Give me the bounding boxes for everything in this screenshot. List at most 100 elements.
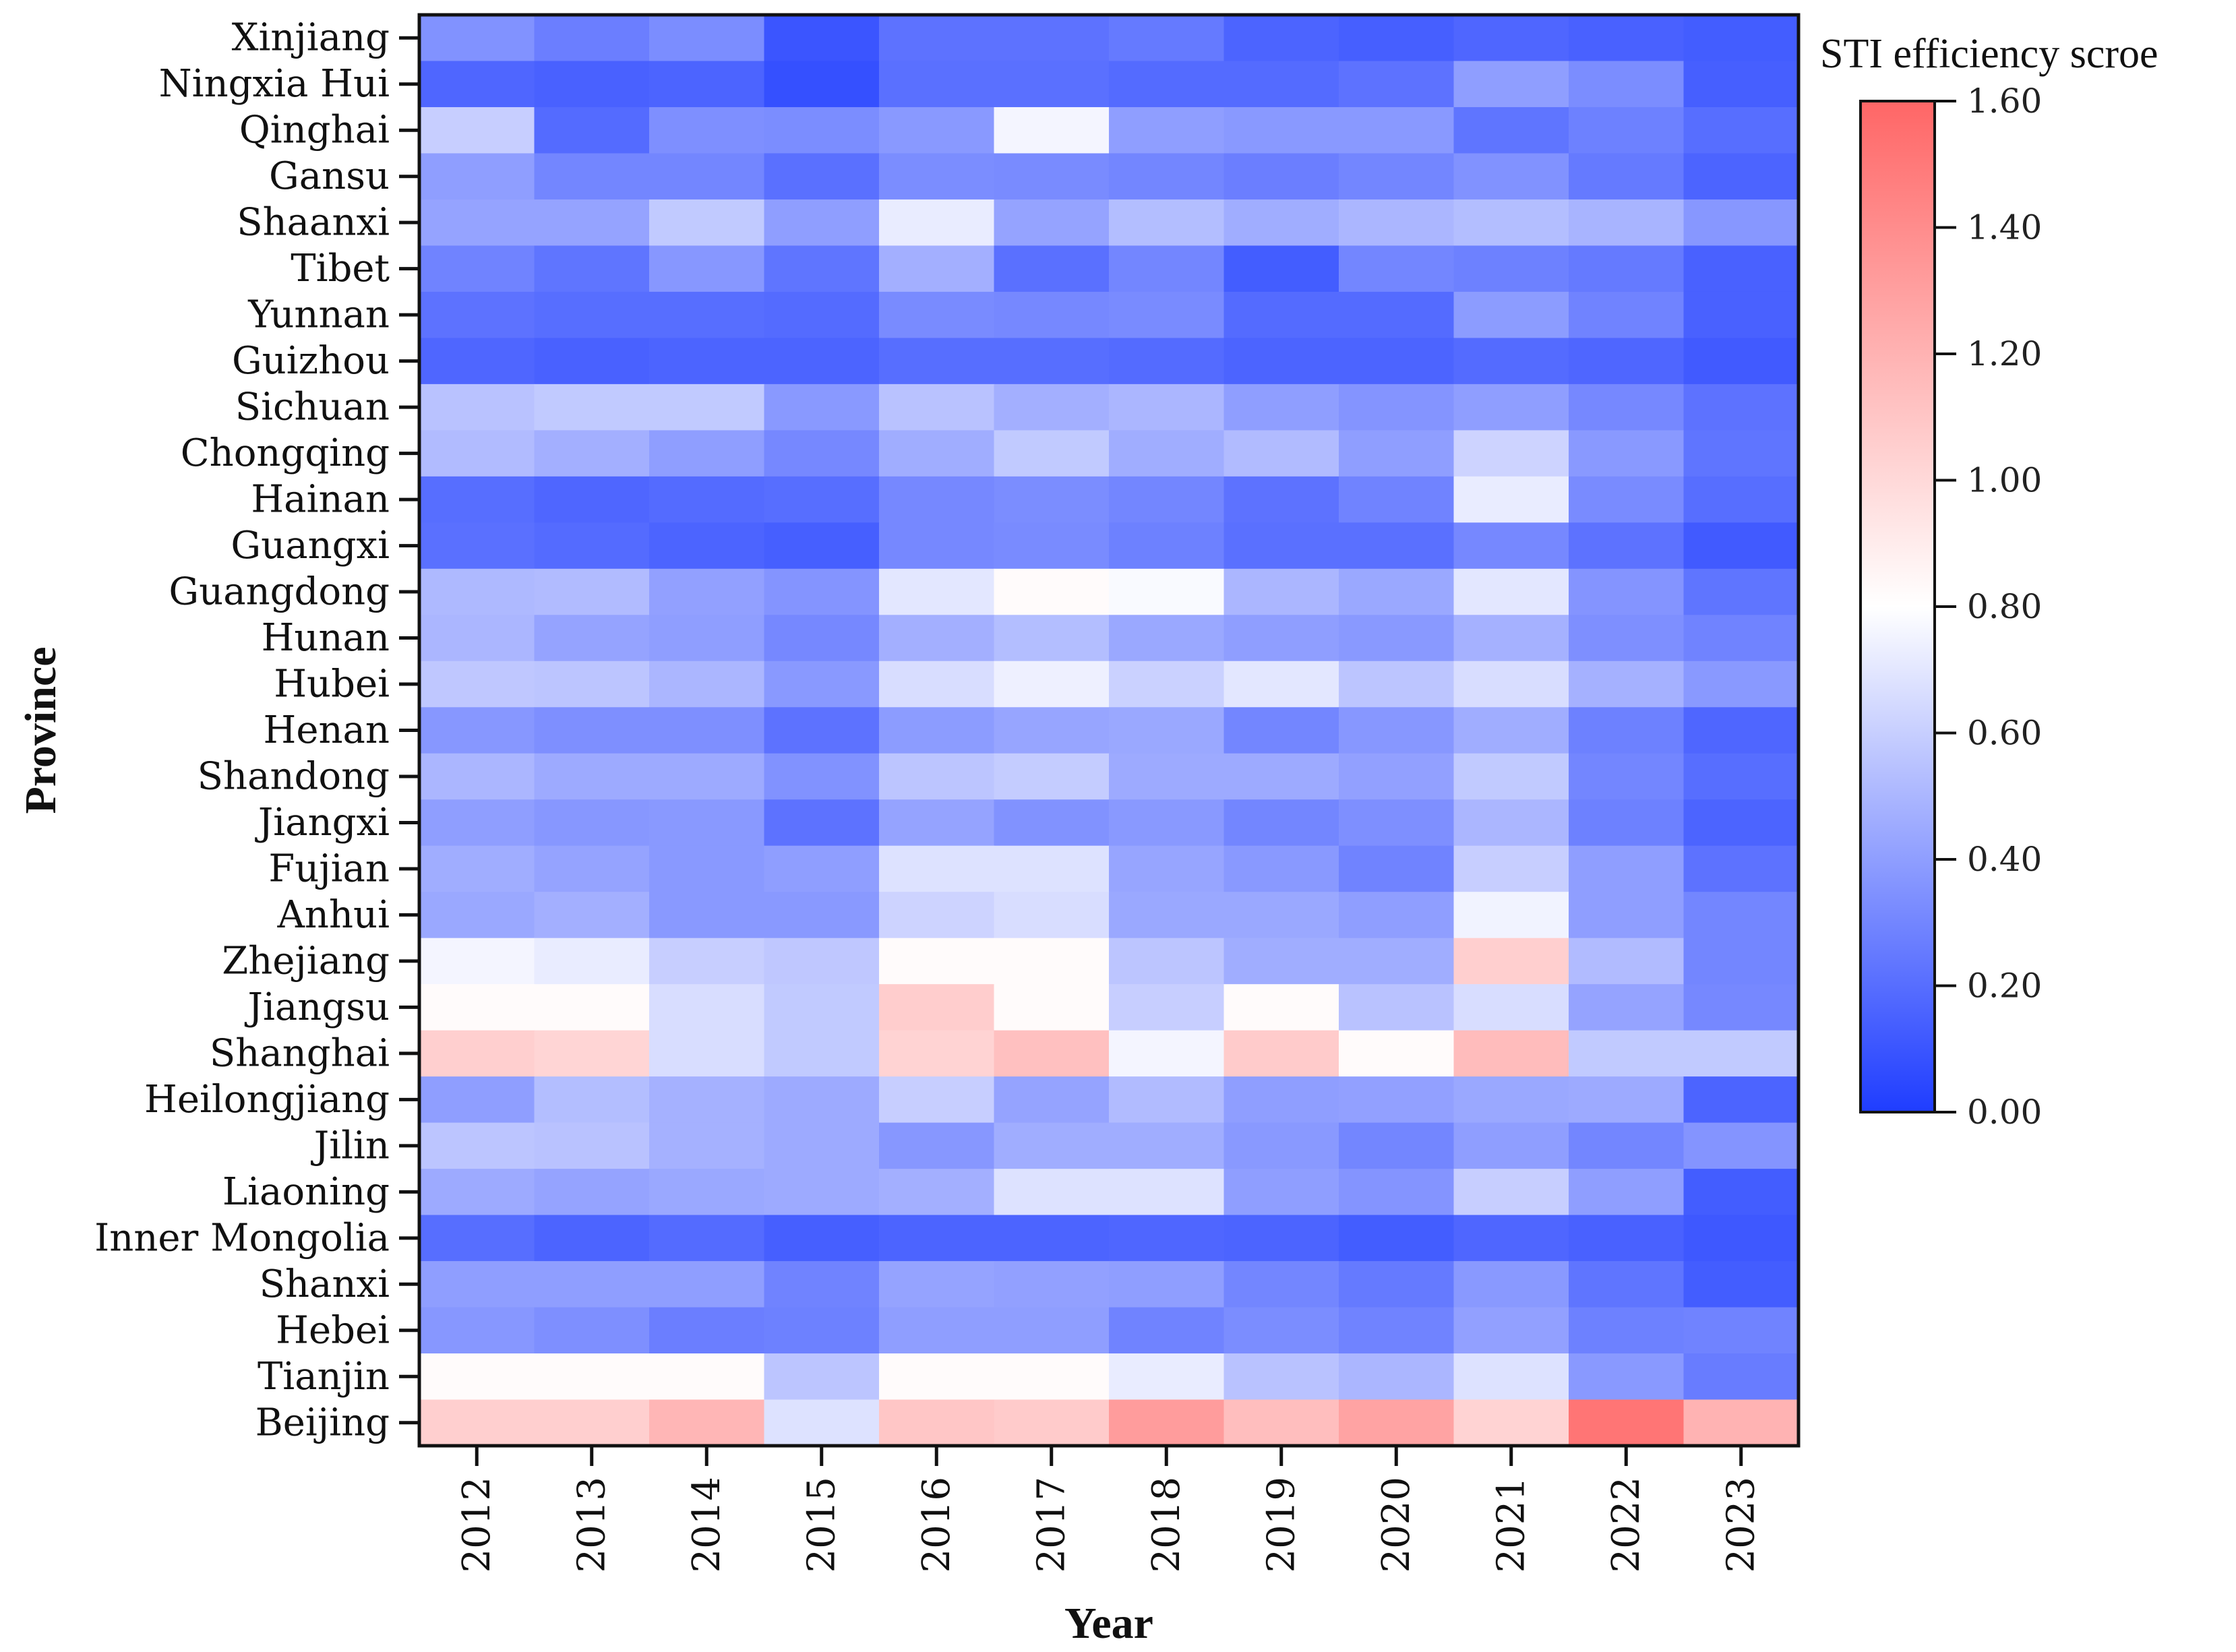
heatmap-cell [1569, 799, 1685, 847]
heatmap-cell [1109, 661, 1225, 708]
heatmap-cell [1453, 984, 1569, 1031]
heatmap-cell [1453, 1076, 1569, 1124]
heatmap-cell [534, 291, 650, 338]
heatmap-cell [1223, 430, 1339, 477]
colorbar-tick-label: 0.00 [1967, 1093, 2042, 1132]
heatmap-cell [1339, 661, 1455, 708]
colorbar-ticks: 0.00 0.20 0.40 0.60 0.80 1.00 1.20 1.40 1.60 [1935, 82, 2042, 1132]
heatmap-cell [649, 938, 765, 985]
heatmap-cell [1339, 1307, 1455, 1354]
heatmap-cell [879, 291, 995, 338]
heatmap-cell [1109, 1215, 1225, 1262]
heatmap-cell [1223, 522, 1339, 570]
heatmap-cell [1683, 615, 1799, 662]
heatmap-cell [1453, 568, 1569, 615]
heatmap-cell [1453, 430, 1569, 477]
heatmap-cell [1339, 799, 1455, 847]
heatmap-cell [994, 1030, 1110, 1077]
heatmap-cell [1569, 661, 1685, 708]
heatmap-cell [1109, 199, 1225, 247]
heatmap-cell [764, 938, 880, 985]
heatmap-cell [1339, 938, 1455, 985]
heatmap-cell [764, 61, 880, 108]
heatmap-cell [1223, 61, 1339, 108]
heatmap-cell [1223, 1261, 1339, 1308]
heatmap-cell [1109, 1122, 1225, 1169]
heatmap-cell [419, 938, 535, 985]
heatmap-cell [1453, 1169, 1569, 1216]
y-tick-label: Liaoning [222, 1170, 390, 1214]
heatmap-cell [419, 1307, 535, 1354]
heatmap-cell [764, 1122, 880, 1169]
heatmap-cell [1569, 522, 1685, 570]
heatmap-cell [1223, 568, 1339, 615]
heatmap-cell [1569, 384, 1685, 431]
heatmap-cell [534, 522, 650, 570]
heatmap-cell [419, 845, 535, 892]
heatmap-cell [1683, 661, 1799, 708]
heatmap-cell [994, 1399, 1110, 1446]
heatmap-cell [1569, 615, 1685, 662]
heatmap-cell [1569, 1076, 1685, 1124]
y-tick-label: Qinghai [239, 109, 390, 152]
heatmap-cell [994, 1307, 1110, 1354]
heatmap-cell [1223, 938, 1339, 985]
x-axis-title: Year [1064, 1599, 1153, 1648]
y-tick-label: Shandong [198, 754, 390, 798]
heatmap-cell [879, 153, 995, 200]
heatmap-cell [994, 245, 1110, 293]
heatmap-cell [764, 153, 880, 200]
heatmap-cell [764, 568, 880, 615]
heatmap-cell [1683, 245, 1799, 293]
heatmap-cell [1453, 61, 1569, 108]
heatmap-cell [1339, 984, 1455, 1031]
heatmap-cell [1683, 753, 1799, 800]
heatmap-cell [1569, 707, 1685, 754]
heatmap-cell [764, 799, 880, 847]
heatmap-cell [649, 1399, 765, 1446]
heatmap-cell [879, 984, 995, 1031]
heatmap-cell [879, 892, 995, 939]
heatmap-cell [534, 1307, 650, 1354]
heatmap-cell [534, 476, 650, 523]
heatmap-cell [994, 984, 1110, 1031]
heatmap-cell [1223, 1307, 1339, 1354]
y-axis-title: Province [16, 646, 65, 814]
heatmap-cell [419, 245, 535, 293]
y-tick-label: Inner Mongolia [94, 1216, 390, 1260]
heatmap-cell [1339, 568, 1455, 615]
heatmap-cell [1569, 984, 1685, 1031]
heatmap-cell [1339, 1169, 1455, 1216]
heatmap-cell [764, 661, 880, 708]
heatmap-cell [1109, 15, 1225, 62]
heatmap-cell [879, 1030, 995, 1077]
heatmap-cell [1109, 522, 1225, 570]
heatmap-cell [1339, 476, 1455, 523]
heatmap-cell [1339, 1215, 1455, 1262]
heatmap-cell [879, 430, 995, 477]
heatmap-cell [879, 661, 995, 708]
heatmap-cell [1453, 938, 1569, 985]
heatmap-cell [1453, 707, 1569, 754]
y-tick-label: Yunnan [247, 293, 390, 337]
heatmap-cell [1109, 1169, 1225, 1216]
heatmap-cell [419, 199, 535, 247]
heatmap-cell [649, 153, 765, 200]
heatmap-cell [764, 291, 880, 338]
colorbar [1859, 100, 1936, 1113]
heatmap-cell [764, 1169, 880, 1216]
heatmap-cell [1223, 615, 1339, 662]
heatmap-cell [1453, 1399, 1569, 1446]
x-tick-label: 2018 [1145, 1477, 1188, 1573]
heatmap-cell [1109, 799, 1225, 847]
heatmap-cell [1683, 61, 1799, 108]
heatmap-cell [419, 753, 535, 800]
colorbar-tick-label: 0.40 [1967, 840, 2042, 879]
heatmap-cell [1453, 799, 1569, 847]
heatmap-cell [1109, 61, 1225, 108]
heatmap-cell [1223, 338, 1339, 385]
heatmap-cell [419, 15, 535, 62]
heatmap-cell [994, 476, 1110, 523]
colorbar-tick-label: 0.60 [1967, 714, 2042, 753]
heatmap-cell [1683, 1353, 1799, 1401]
